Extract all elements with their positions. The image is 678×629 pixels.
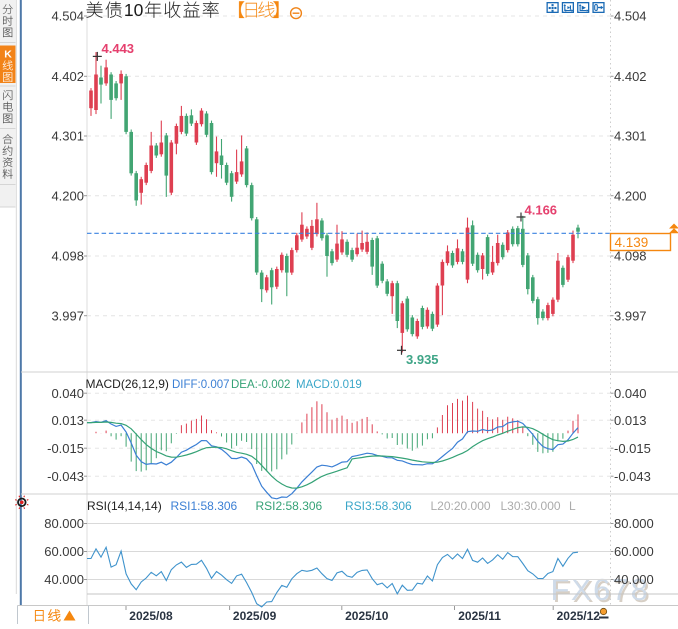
svg-text:40.000: 40.000 [614,572,654,587]
svg-text:MACD:0.019: MACD:0.019 [296,379,362,391]
svg-text:80.000: 80.000 [614,516,654,531]
svg-text:0.013: 0.013 [51,413,84,428]
svg-text:2025/09: 2025/09 [233,609,277,623]
svg-text:DEA:-0.002: DEA:-0.002 [231,379,290,391]
svg-text:4.166: 4.166 [525,203,558,218]
svg-text:L30:30.000: L30:30.000 [501,499,561,513]
svg-text:K: K [4,49,12,61]
svg-text:3.997: 3.997 [614,308,647,323]
svg-text:0.040: 0.040 [51,386,84,401]
svg-text:4.504: 4.504 [51,9,84,24]
svg-text:FX678: FX678 [551,572,650,607]
svg-text:2025/08: 2025/08 [129,609,173,623]
svg-text:0.040: 0.040 [614,386,647,401]
svg-text:L: L [569,499,576,513]
svg-text:4.504: 4.504 [614,9,647,24]
svg-text:2025/10: 2025/10 [345,609,389,623]
svg-text:3.997: 3.997 [51,308,84,323]
svg-text:60.000: 60.000 [44,544,84,559]
svg-text:4.402: 4.402 [51,69,84,84]
svg-text:4.139: 4.139 [615,235,649,250]
svg-text:-0.043: -0.043 [614,469,651,484]
svg-text:RSI(14,14,14): RSI(14,14,14) [87,499,162,513]
svg-text:4.402: 4.402 [614,69,647,84]
svg-text:10: 10 [124,0,144,20]
svg-text:4.301: 4.301 [614,129,647,144]
svg-text:3.935: 3.935 [406,352,439,367]
svg-text:60.000: 60.000 [614,544,654,559]
svg-text:RSI2:58.306: RSI2:58.306 [256,499,323,513]
svg-text:2025/11: 2025/11 [458,609,501,623]
svg-text:DIFF:0.007: DIFF:0.007 [172,379,230,391]
svg-text:-0.043: -0.043 [47,469,84,484]
svg-text:80.000: 80.000 [44,516,84,531]
svg-text:4.200: 4.200 [614,188,647,203]
svg-text:4.098: 4.098 [614,249,647,264]
svg-text:RSI1:58.306: RSI1:58.306 [171,499,238,513]
svg-text:40.000: 40.000 [44,572,84,587]
svg-text:-0.015: -0.015 [614,441,651,456]
svg-text:MACD(26,12,9): MACD(26,12,9) [86,377,169,391]
svg-text:4.200: 4.200 [51,188,84,203]
svg-text:4.443: 4.443 [102,41,135,56]
svg-text:0.013: 0.013 [614,413,647,428]
svg-text:RSI3:58.306: RSI3:58.306 [345,499,412,513]
svg-text:4.098: 4.098 [51,249,84,264]
svg-text:-0.015: -0.015 [47,441,84,456]
svg-text:4.301: 4.301 [51,129,84,144]
svg-text:2025/12: 2025/12 [557,609,601,623]
svg-text:L20:20.000: L20:20.000 [431,499,491,513]
